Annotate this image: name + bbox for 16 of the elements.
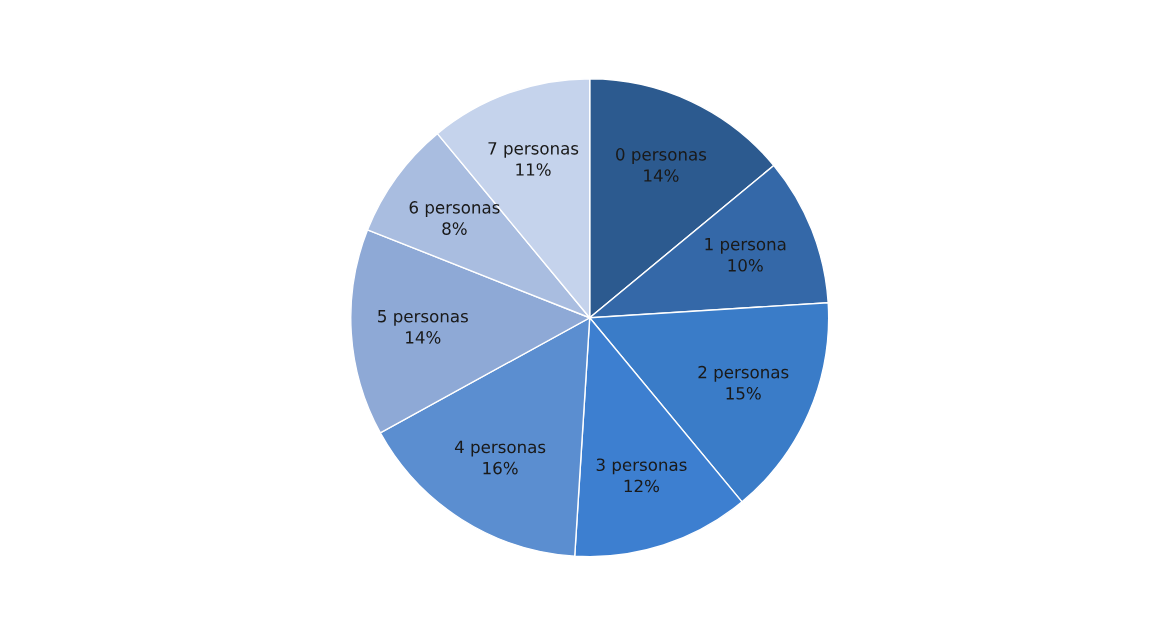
data-label: 11% <box>516 163 551 176</box>
slice-label: 0 personas <box>616 148 707 164</box>
data-label: 16% <box>483 461 518 475</box>
slice-label: 4 personas <box>454 440 546 457</box>
slice-label: 3 personas <box>596 458 687 475</box>
slice-label: 2 personas <box>698 365 789 382</box>
data-label: 8% <box>442 222 467 235</box>
data-label: 14% <box>406 331 441 344</box>
data-label: 12% <box>624 479 659 493</box>
slice-label: 1 persona <box>705 238 786 254</box>
slice-label: 6 personas <box>409 201 500 217</box>
slice-label: 7 personas <box>488 142 579 158</box>
data-label: 15% <box>726 387 761 400</box>
data-label: 14% <box>644 169 679 182</box>
slice-label: 5 personas <box>378 310 468 326</box>
data-label: 10% <box>728 259 763 272</box>
